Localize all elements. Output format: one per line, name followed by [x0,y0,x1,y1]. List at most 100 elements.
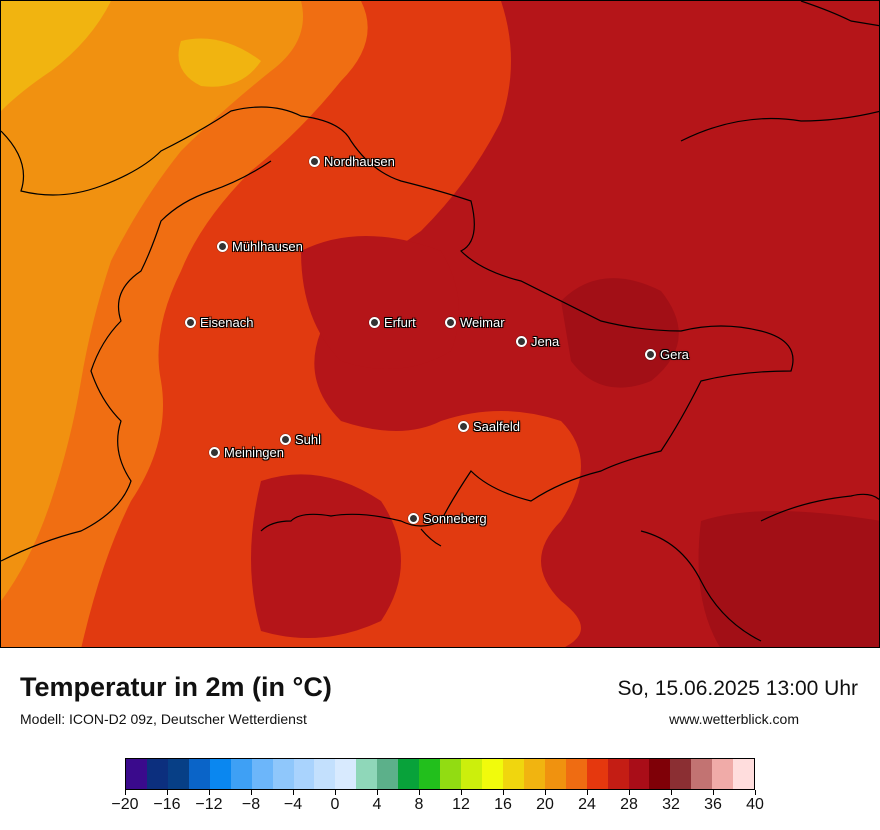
colorbar-swatch [502,759,524,789]
colorbar-tick-label: −12 [195,796,223,813]
colorbar-swatch [586,759,608,789]
colorbar-tick-label: 28 [620,796,638,813]
colorbar-swatch [481,759,503,789]
colorbar-swatch [272,759,294,789]
colorbar-swatch [335,759,357,789]
city-marker[interactable]: Nordhausen [309,153,395,169]
city-label: Erfurt [384,314,416,330]
colorbar-tick [628,790,630,795]
city-label: Nordhausen [324,153,395,169]
city-label: Suhl [295,431,322,447]
city-label: Sonneberg [423,510,487,526]
map-title: Temperatur in 2m (in °C) [20,672,332,702]
colorbar-tick-label: 4 [372,796,382,813]
colorbar-tick-label: 24 [578,796,596,813]
colorbar-swatch [544,759,566,789]
colorbar-tick-label: −20 [111,796,139,813]
colorbar-tick-label: 40 [746,796,764,813]
city-label: Mühlhausen [232,238,303,254]
colorbar-tick-label: 16 [494,796,512,813]
colorbar-tick-label: −4 [283,796,303,813]
region-30-32-south [698,511,879,647]
temperature-colorbar [125,758,755,790]
borders [1,1,879,642]
colorbar-swatch [230,759,252,789]
colorbar-swatch [691,759,713,789]
colorbar-tick [502,790,504,795]
city-label: Saalfeld [473,418,520,434]
city-marker[interactable]: Jena [516,333,560,349]
city-marker[interactable]: Saalfeld [458,418,520,434]
colorbar-tick [334,790,336,795]
colorbar-tick [250,790,252,795]
colorbar-swatch [523,759,545,789]
website-link[interactable]: www.wetterblick.com [669,711,799,727]
colorbar-tick [586,790,588,795]
city-label: Gera [660,346,689,362]
city-marker[interactable]: Suhl [280,431,322,447]
city-marker[interactable]: Gera [645,346,689,362]
city-marker[interactable]: Eisenach [185,314,254,330]
colorbar-swatch [649,759,671,789]
region-20-22 [1,1,111,111]
colorbar-swatch [398,759,420,789]
colorbar-tick-label: −8 [241,796,261,813]
city-dot-icon [217,240,228,252]
colorbar-swatch [314,759,336,789]
city-dot-icon [408,512,419,524]
city-dot-icon [185,316,196,328]
colorbar-swatch [607,759,629,789]
city-dot-icon [369,316,380,328]
city-dot-icon [458,420,469,432]
colorbar-tick [292,790,294,795]
city-marker[interactable]: Sonneberg [408,510,487,526]
forecast-datetime: So, 15.06.2025 13:00 Uhr [617,677,858,700]
city-dot-icon [516,335,527,347]
city-marker[interactable]: Weimar [445,315,505,330]
model-source: Modell: ICON-D2 09z, Deutscher Wetterdie… [20,711,307,727]
region-22-24 [1,1,303,601]
colorbar-swatch [461,759,482,789]
colorbar-swatch [565,759,587,789]
colorbar-tick-label: 12 [452,796,470,813]
colorbar-swatch [209,759,231,789]
colorbar-tick [124,790,126,795]
colorbar-tick [376,790,378,795]
colorbar-ticks: −20 −16 −12 −8 −4 0 4 8 12 16 20 24 28 32 36 40 [111,790,764,830]
city-marker[interactable]: Erfurt [369,314,416,330]
temperature-map[interactable]: Nordhausen Mühlhausen Eisenach Erfurt We… [0,0,880,648]
city-label: Jena [531,333,560,349]
temperature-field [1,1,879,647]
colorbar-tick [712,790,714,795]
colorbar-swatch [628,759,650,789]
colorbar-tick-label: 32 [662,796,680,813]
city-marker[interactable]: Mühlhausen [217,238,303,254]
colorbar-swatch [733,759,755,789]
colorbar-tick-label: 8 [414,796,424,813]
colorbar-swatch [146,759,168,789]
colorbar-tick-label: 20 [536,796,554,813]
city-dot-icon [645,348,656,360]
city-label: Eisenach [200,314,254,330]
colorbar-swatch [440,759,461,789]
colorbar-swatch [188,759,210,789]
colorbar-swatch [670,759,692,789]
region-20-22-patch [178,38,261,87]
city-dot-icon [209,446,220,458]
colorbar-tick [754,790,756,795]
colorbar-swatch [293,759,315,789]
colorbar-tick [166,790,168,795]
colorbar-tick [208,790,210,795]
colorbar-tick [544,790,546,795]
city-marker[interactable]: Meiningen [209,444,284,460]
colorbar-swatch [251,759,273,789]
region-30-32 [561,278,679,388]
colorbar-swatch [126,759,147,789]
city-label: Meiningen [224,444,284,460]
region-28-30-center [301,236,459,369]
colorbar-tick-label: −16 [153,796,181,813]
colorbar-swatch [167,759,189,789]
colorbar-swatch [419,759,441,789]
colorbar-swatch [356,759,378,789]
colorbar-tick [670,790,672,795]
